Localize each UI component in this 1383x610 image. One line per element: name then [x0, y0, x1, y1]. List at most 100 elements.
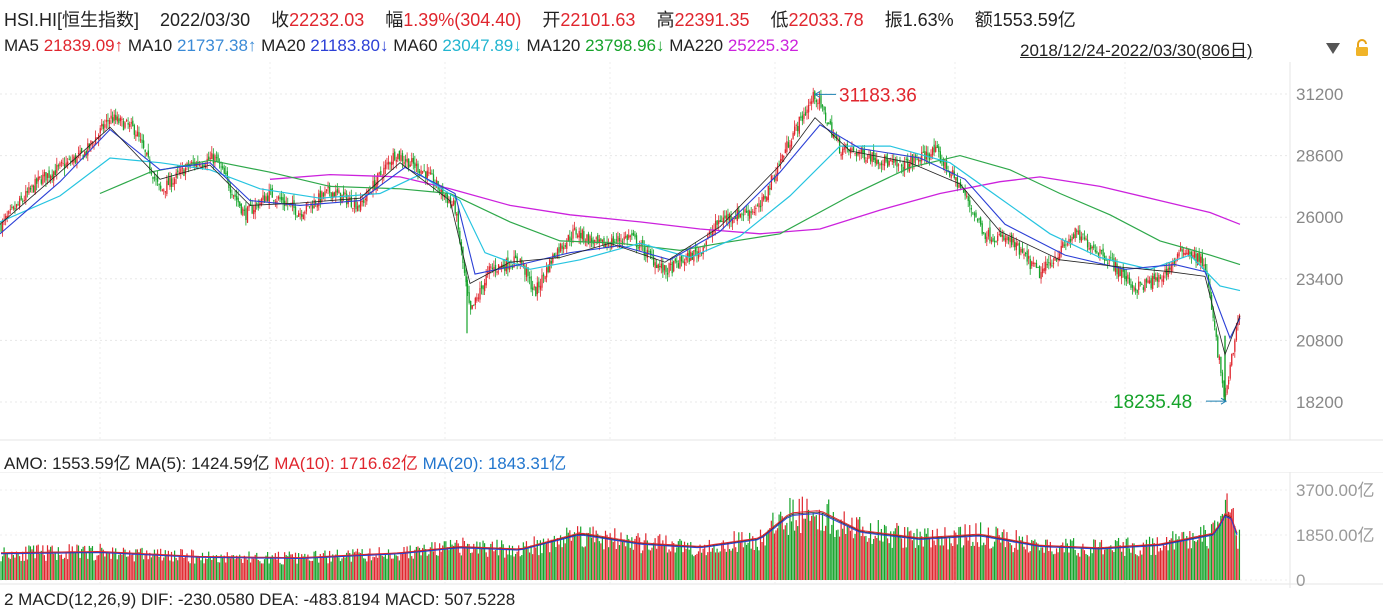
- candle-body: [177, 170, 179, 172]
- volume-bar: [1014, 547, 1016, 580]
- candle-body: [598, 239, 600, 244]
- candle-body: [181, 167, 184, 169]
- candle-body: [330, 192, 332, 198]
- date-range-text[interactable]: 2018/12/24-2022/03/30(806日): [1020, 41, 1253, 60]
- volume-bar: [11, 551, 13, 580]
- candle-body: [902, 166, 904, 172]
- candle-body: [400, 155, 402, 161]
- volume-bar: [363, 558, 365, 580]
- volume-bar: [990, 548, 993, 580]
- candle-body: [1138, 281, 1140, 290]
- candle-body: [77, 153, 80, 155]
- volume-bar: [536, 540, 538, 580]
- volume-bar: [544, 544, 546, 580]
- volume-bar: [65, 551, 67, 580]
- candle-body: [976, 219, 979, 221]
- volume-bar: [232, 555, 235, 580]
- candle-body: [412, 157, 414, 164]
- volume-bar: [876, 538, 878, 580]
- candle-body: [301, 213, 303, 217]
- volume-bar: [1007, 541, 1010, 580]
- candle-body: [1139, 282, 1141, 284]
- volume-bar: [1093, 539, 1095, 580]
- volume-bar: [775, 530, 777, 580]
- ma120-value: 23798.96↓: [585, 36, 665, 55]
- candle-body: [62, 163, 64, 165]
- volume-bar: [1, 556, 4, 580]
- candle-body: [710, 233, 712, 235]
- candle-body: [625, 236, 627, 238]
- volume-bar: [643, 540, 645, 580]
- change-label: 幅: [385, 10, 404, 30]
- volume-bar: [918, 545, 920, 580]
- candle-body: [218, 162, 221, 164]
- volume-bar: [829, 533, 831, 580]
- symbol-name[interactable]: HSI.HI[恒生指数]: [4, 10, 140, 30]
- candle-body: [952, 169, 954, 175]
- candle-body: [1017, 243, 1019, 245]
- volume-bar: [1043, 552, 1045, 580]
- candle-body: [519, 258, 521, 263]
- volume-bar: [704, 544, 706, 580]
- volume-bar: [683, 541, 686, 580]
- volume-bar: [1082, 543, 1084, 580]
- candle-body: [161, 189, 163, 192]
- candle-body: [166, 180, 168, 194]
- candle-body: [420, 170, 422, 176]
- ma5-value: 21839.09↑: [43, 36, 124, 55]
- candle-body: [1108, 260, 1110, 262]
- volume-bar: [487, 556, 489, 580]
- candle-body: [945, 160, 948, 170]
- candle-body: [790, 141, 793, 147]
- candle-body: [738, 209, 740, 219]
- low-value: 22033.78: [788, 10, 864, 30]
- candle-body: [1212, 307, 1214, 318]
- candle-body: [113, 114, 115, 121]
- candle-body: [211, 153, 213, 160]
- volume-bar: [34, 558, 36, 580]
- candle-body: [141, 139, 143, 143]
- volume-bar: [403, 547, 405, 580]
- volume-bar: [969, 525, 971, 580]
- candle-body: [905, 158, 907, 160]
- volume-bar: [952, 545, 954, 580]
- candle-body: [685, 256, 687, 261]
- open-value: 22101.63: [560, 10, 636, 30]
- volume-bar: [573, 532, 576, 580]
- candle-body: [124, 122, 126, 128]
- volume-bar: [104, 556, 106, 580]
- volume-bar: [637, 533, 639, 580]
- candle-body: [1203, 264, 1205, 266]
- volume-bar: [406, 546, 408, 580]
- volume-bar: [885, 526, 887, 580]
- volume-bar: [187, 561, 190, 580]
- macd-legend: 2 MACD(12,26,9) DIF: -230.0580 DEA: -483…: [4, 590, 515, 610]
- volume-bar: [907, 527, 909, 580]
- volume-bar: [730, 550, 732, 580]
- candle-body: [1237, 321, 1239, 326]
- candle-body: [569, 236, 571, 241]
- volume-bar: [79, 557, 81, 580]
- volume-bar: [67, 559, 69, 580]
- volume-bar: [214, 556, 216, 580]
- candle-body: [1059, 253, 1061, 259]
- lock-icon[interactable]: [1353, 38, 1371, 58]
- candle-body: [1228, 379, 1230, 385]
- volume-bar: [874, 535, 876, 580]
- candle-body: [115, 114, 117, 120]
- candle-body: [764, 196, 766, 199]
- candle-body: [104, 124, 106, 128]
- volume-bar: [82, 546, 84, 580]
- candle-body: [707, 235, 709, 240]
- date-range-selector[interactable]: 2018/12/24-2022/03/30(806日): [1020, 36, 1253, 61]
- volume-bar: [302, 556, 304, 580]
- volume-bar: [1062, 542, 1064, 580]
- candle-body: [891, 160, 893, 162]
- volume-bar: [735, 547, 737, 580]
- triangle-down-icon[interactable]: [1324, 40, 1344, 56]
- candle-body: [925, 151, 928, 160]
- volume-bar: [945, 538, 948, 580]
- candle-body: [656, 265, 658, 269]
